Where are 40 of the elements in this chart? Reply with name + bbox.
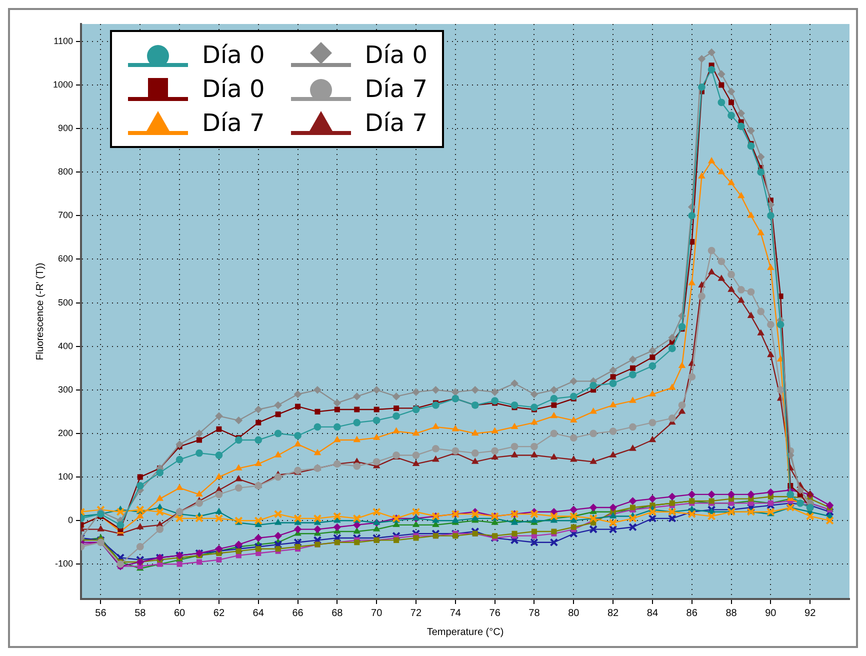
x-tick-label: 80 xyxy=(568,608,580,619)
x-tick-label: 66 xyxy=(292,608,304,619)
y-tick-label: 300 xyxy=(58,384,74,394)
x-tick-label: 90 xyxy=(765,608,777,619)
x-tick-label: 84 xyxy=(646,608,658,619)
y-tick-label: 700 xyxy=(58,210,74,220)
y-tick-label: 1100 xyxy=(54,36,74,46)
x-tick-label: 86 xyxy=(686,608,698,619)
legend-label: Día 7 xyxy=(364,75,428,103)
x-tick-label: 64 xyxy=(252,608,264,619)
legend-label: Día 0 xyxy=(364,41,428,69)
x-tick-label: 62 xyxy=(213,608,225,619)
x-tick-label: 58 xyxy=(134,608,146,619)
x-tick-label: 74 xyxy=(450,608,462,619)
x-tick-label: 68 xyxy=(332,608,344,619)
x-tick-label: 88 xyxy=(726,608,738,619)
y-tick-label: 500 xyxy=(58,297,74,308)
y-tick-label: 1000 xyxy=(52,79,74,90)
x-tick-label: 92 xyxy=(804,608,816,619)
x-tick-label: 76 xyxy=(489,608,501,619)
x-tick-label: 70 xyxy=(371,608,383,619)
y-tick-label: 900 xyxy=(58,123,74,134)
x-tick-label: 78 xyxy=(528,608,540,619)
y-tick-label: 200 xyxy=(58,428,74,438)
legend-label: Día 0 xyxy=(202,75,265,103)
x-tick-label: 82 xyxy=(607,608,620,619)
y-tick-label: 0 xyxy=(68,515,74,526)
legend-label: Día 7 xyxy=(202,109,265,137)
y-tick-label: 800 xyxy=(58,166,74,177)
x-axis-title: Temperature (°C) xyxy=(426,626,504,638)
y-tick-label: 100 xyxy=(58,472,74,482)
legend-label: Día 7 xyxy=(364,109,428,137)
y-axis-title: Fluorescence (-R' (T)) xyxy=(34,262,46,360)
x-tick-label: 60 xyxy=(174,608,186,619)
x-tick-label: 72 xyxy=(410,608,422,619)
y-tick-label: 400 xyxy=(58,340,74,351)
y-tick-label: -100 xyxy=(55,558,74,569)
x-tick-label: 56 xyxy=(95,608,107,619)
legend-label: Día 0 xyxy=(202,41,265,69)
y-tick-label: 600 xyxy=(58,254,74,264)
